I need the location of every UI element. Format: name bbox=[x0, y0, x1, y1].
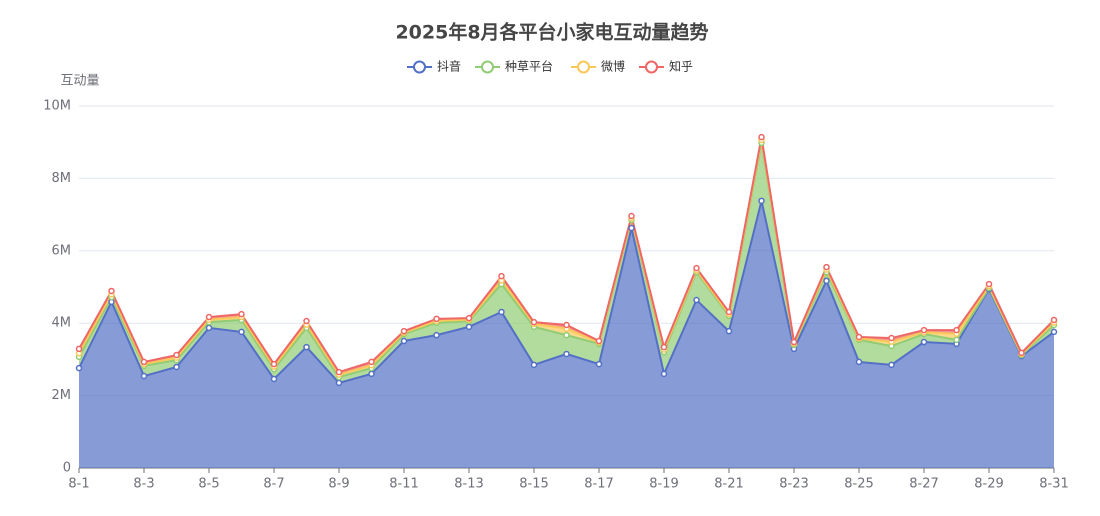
x-tick-label: 8-3 bbox=[133, 477, 154, 492]
area bbox=[79, 200, 1054, 468]
point bbox=[75, 364, 83, 372]
x-tick-label: 8-5 bbox=[198, 477, 219, 492]
point bbox=[1050, 316, 1058, 324]
point bbox=[238, 328, 245, 336]
legend-label: 知乎 bbox=[669, 60, 693, 74]
point bbox=[628, 212, 635, 220]
point bbox=[205, 324, 213, 332]
point bbox=[140, 358, 148, 366]
point bbox=[140, 372, 148, 380]
point bbox=[823, 277, 830, 285]
point bbox=[725, 308, 733, 316]
point bbox=[985, 280, 993, 288]
point bbox=[888, 334, 895, 342]
point bbox=[1018, 349, 1025, 357]
point bbox=[563, 350, 570, 358]
legend-label: 种草平台 bbox=[505, 59, 553, 74]
point bbox=[758, 133, 765, 141]
legend-icon bbox=[577, 60, 590, 74]
y-tick-label: 2M bbox=[52, 388, 72, 403]
point bbox=[563, 331, 570, 339]
point bbox=[563, 321, 570, 329]
point bbox=[530, 318, 538, 326]
x-tick-label: 8-7 bbox=[263, 477, 284, 492]
point bbox=[855, 358, 863, 366]
point bbox=[1050, 328, 1058, 336]
x-tick-label: 8-29 bbox=[974, 477, 1004, 492]
legend-icon bbox=[413, 60, 426, 74]
point bbox=[725, 327, 733, 335]
point bbox=[888, 361, 895, 369]
legend-label: 微博 bbox=[601, 59, 625, 74]
x-tick-label: 8-25 bbox=[844, 477, 874, 492]
point bbox=[433, 315, 440, 323]
point bbox=[465, 314, 473, 322]
point bbox=[920, 338, 928, 346]
point bbox=[400, 337, 408, 345]
point bbox=[660, 370, 668, 378]
point bbox=[433, 331, 440, 339]
point bbox=[303, 317, 310, 325]
x-tick-label: 8-23 bbox=[779, 477, 809, 492]
point bbox=[628, 224, 635, 232]
point bbox=[108, 287, 115, 295]
point bbox=[920, 326, 928, 334]
x-tick-label: 8-1 bbox=[68, 477, 89, 492]
point bbox=[465, 323, 473, 331]
point bbox=[855, 333, 863, 341]
point bbox=[270, 375, 278, 383]
y-tick-label: 8M bbox=[52, 171, 72, 186]
legend-label: 抖音 bbox=[437, 59, 461, 74]
point bbox=[173, 363, 180, 371]
x-tick-label: 8-13 bbox=[454, 477, 484, 492]
point bbox=[595, 360, 603, 368]
x-tick-label: 8-11 bbox=[389, 477, 419, 492]
chart-title: 2025年8月各平台小家电互动量趋势 bbox=[395, 21, 708, 44]
point bbox=[595, 337, 603, 345]
point bbox=[303, 343, 310, 351]
point bbox=[823, 263, 830, 271]
point bbox=[205, 313, 213, 321]
point bbox=[498, 272, 505, 280]
y-tick-label: 4M bbox=[52, 316, 72, 331]
point bbox=[368, 370, 375, 378]
point bbox=[530, 361, 538, 369]
x-tick-label: 8-21 bbox=[714, 477, 744, 492]
point bbox=[238, 310, 245, 318]
x-tick-label: 8-9 bbox=[328, 477, 349, 492]
x-tick-label: 8-31 bbox=[1039, 477, 1069, 492]
point bbox=[173, 351, 180, 359]
point bbox=[693, 264, 700, 272]
point bbox=[270, 360, 278, 368]
point bbox=[693, 296, 700, 304]
point bbox=[75, 345, 83, 353]
point bbox=[660, 343, 668, 351]
point bbox=[758, 197, 765, 205]
point bbox=[368, 358, 375, 366]
y-axis-label: 互动量 bbox=[60, 74, 99, 89]
x-tick-label: 8-27 bbox=[909, 477, 939, 492]
point bbox=[953, 336, 960, 344]
legend-icon bbox=[645, 60, 658, 74]
point bbox=[335, 379, 343, 387]
x-tick-label: 8-15 bbox=[519, 477, 549, 492]
point bbox=[790, 338, 798, 346]
point bbox=[335, 368, 343, 376]
legend-icon bbox=[481, 60, 494, 74]
x-tick-label: 8-17 bbox=[584, 477, 614, 492]
point bbox=[498, 308, 505, 316]
y-tick-label: 6M bbox=[52, 243, 72, 258]
x-tick-label: 8-19 bbox=[649, 477, 679, 492]
y-tick-label: 10M bbox=[43, 99, 71, 114]
y-tick-label: 0 bbox=[63, 461, 71, 476]
point bbox=[953, 326, 960, 334]
point bbox=[400, 327, 408, 335]
